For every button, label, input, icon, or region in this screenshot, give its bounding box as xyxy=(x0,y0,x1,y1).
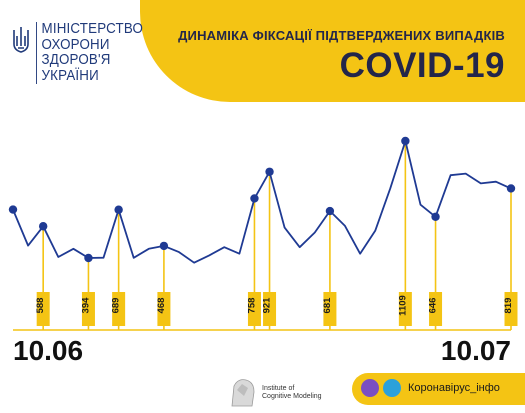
institute-name: Institute of Cognitive Modeling xyxy=(262,385,322,401)
viber-icon[interactable] xyxy=(361,379,379,397)
data-point xyxy=(38,222,48,231)
contact-pill xyxy=(352,373,525,405)
value-label-box xyxy=(81,292,95,326)
data-label: 681 xyxy=(322,297,333,314)
telegram-icon[interactable] xyxy=(383,379,401,397)
data-point xyxy=(114,205,123,214)
data-label: 588 xyxy=(35,298,46,314)
value-label-box xyxy=(36,292,50,326)
data-point xyxy=(506,184,516,193)
chart-title: COVID-19 xyxy=(339,46,505,85)
institute-logo-icon xyxy=(231,379,255,407)
data-label: 758 xyxy=(246,298,257,314)
data-point xyxy=(159,241,169,251)
data-point xyxy=(84,253,93,263)
value-label-box xyxy=(157,292,171,326)
contact-channel[interactable]: Коронавірус_інфо xyxy=(408,382,500,394)
value-label-box xyxy=(504,292,518,326)
ministry-line: МІНІСТЕРСТВО xyxy=(41,21,144,37)
trident-icon xyxy=(13,27,29,53)
data-point xyxy=(8,205,18,214)
start-date-label: 10.06 xyxy=(13,335,84,366)
value-label-box xyxy=(247,292,261,326)
chart-subtitle: ДИНАМІКА ФІКСАЦІЇ ПІДТВЕРДЖЕНИХ ВИПАДКІВ xyxy=(178,28,505,43)
data-point xyxy=(431,212,440,221)
ministry-line: ОХОРОНИ xyxy=(41,36,110,53)
data-point xyxy=(325,206,335,216)
data-label: 468 xyxy=(156,298,167,314)
data-label: 1109 xyxy=(397,295,408,316)
ministry-logo: МІНІСТЕРСТВО ОХОРОНИ ЗДОРОВ'Я УКРАЇНИ xyxy=(10,21,152,84)
value-label-box xyxy=(112,292,126,326)
value-label-box xyxy=(263,292,277,326)
value-label-box xyxy=(398,292,412,326)
data-point xyxy=(250,194,259,203)
ministry-line: УКРАЇНИ xyxy=(41,67,99,84)
data-label: 394 xyxy=(80,297,91,314)
ministry-name: МІНІСТЕРСТВО ОХОРОНИ ЗДОРОВ'Я УКРАЇНИ xyxy=(36,21,144,84)
data-point xyxy=(265,167,274,176)
data-label: 646 xyxy=(428,298,439,314)
header-band xyxy=(140,0,525,102)
data-label: 819 xyxy=(503,298,514,314)
data-label: 921 xyxy=(262,297,273,314)
data-point xyxy=(401,136,410,146)
institute-line: Cognitive Modeling xyxy=(262,393,322,400)
ministry-line: ЗДОРОВ'Я xyxy=(41,52,111,68)
value-label-box xyxy=(429,292,443,326)
end-date-label: 10.07 xyxy=(440,335,511,366)
data-label: 689 xyxy=(111,298,122,314)
value-label-box xyxy=(323,292,337,326)
cases-line xyxy=(12,140,512,264)
institute-line: Institute of xyxy=(262,385,295,392)
